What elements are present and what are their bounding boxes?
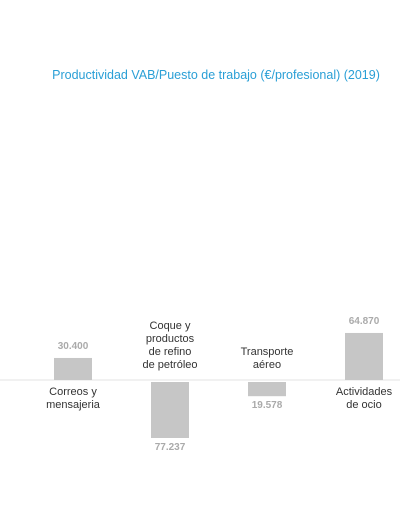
category-label: Correos y mensajeria: [46, 386, 100, 411]
category-label: Actividades de ocio: [335, 386, 393, 411]
category-label: Coque y productos de refino de petróleo: [142, 320, 198, 371]
bar: [54, 357, 92, 380]
category-label: Transporte aéreo: [240, 346, 294, 371]
bar: [151, 382, 189, 438]
value-label: 64.870: [348, 315, 380, 327]
bar: [248, 382, 286, 397]
value-label: 19.578: [251, 400, 283, 412]
value-label: 30.400: [57, 340, 89, 352]
bar: [345, 332, 383, 380]
chart-title: Productividad VAB/Puesto de trabajo (€/p…: [52, 68, 380, 82]
value-label: 77.237: [154, 442, 186, 453]
